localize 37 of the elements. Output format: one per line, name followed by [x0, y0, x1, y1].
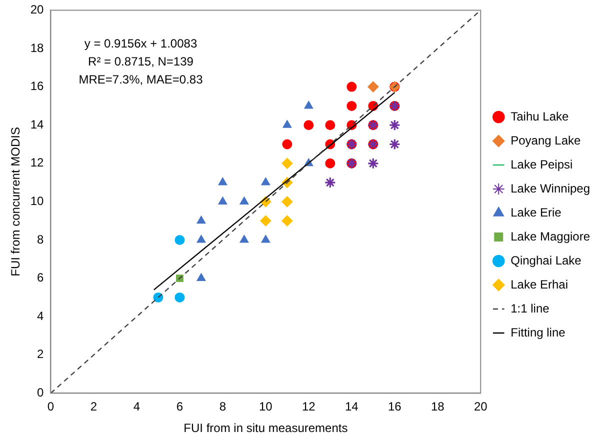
y-tick-label: 12	[30, 156, 44, 170]
legend-label: Fitting line	[510, 325, 566, 340]
legend-label: Lake Erie	[510, 205, 562, 220]
y-tick-label: 18	[30, 40, 44, 55]
legend-label: Lake Erhai	[510, 277, 568, 292]
annotation: MRE=7.3%, MAE=0.83	[78, 72, 204, 87]
y-tick-label: 2	[37, 347, 44, 362]
y-axis-title: FUI from concurrent MODIS	[8, 127, 23, 276]
x-axis-title: FUI from in situ measurements	[184, 421, 348, 436]
x-tick-label: 6	[176, 400, 184, 414]
y-tick-label: 4	[37, 308, 44, 323]
x-tick-label: 18	[430, 400, 445, 414]
y-tick-label: 0	[37, 386, 44, 400]
legend-label: Poyang Lake	[510, 133, 581, 148]
x-tick-label: 0	[47, 400, 54, 414]
legend-label: Taihu Lake	[510, 109, 569, 124]
legend-label: Lake Maggiore	[510, 229, 590, 244]
y-tick-label: 16	[30, 79, 44, 94]
annotation: y = 0.9156x + 1.0083	[84, 36, 198, 51]
x-tick-label: 20	[474, 400, 488, 414]
annotation: R² = 0.8715, N=139	[88, 54, 194, 69]
x-tick-label: 14	[344, 400, 359, 414]
legend-label: 1:1 line	[510, 301, 550, 316]
y-tick-label: 10	[30, 194, 44, 208]
x-tick-label: 10	[259, 400, 273, 414]
legend-label: Qinghai Lake	[510, 253, 582, 268]
legend-label: Lake Winnipeg	[510, 181, 590, 196]
y-tick-label: 20	[30, 2, 44, 17]
x-tick-label: 16	[388, 400, 402, 414]
x-tick-label: 2	[90, 400, 98, 414]
x-tick-label: 8	[219, 400, 226, 414]
y-tick-label: 6	[37, 270, 44, 285]
y-tick-label: 14	[30, 117, 44, 132]
legend-label: Lake Peipsi	[510, 157, 573, 172]
x-tick-label: 12	[302, 400, 316, 414]
x-tick-label: 4	[133, 400, 140, 414]
y-tick-label: 8	[37, 232, 44, 246]
